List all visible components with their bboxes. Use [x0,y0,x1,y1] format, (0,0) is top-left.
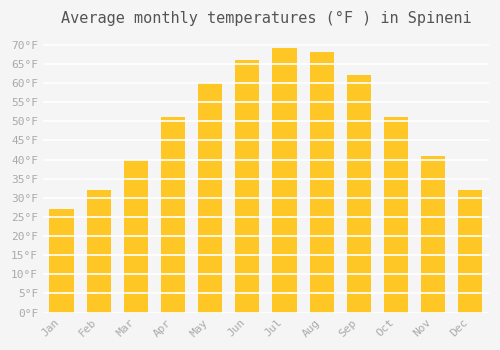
Title: Average monthly temperatures (°F ) in Spineni: Average monthly temperatures (°F ) in Sp… [60,11,471,26]
Bar [458,190,482,313]
Bar [421,156,445,313]
Bar [50,209,74,313]
Bar [161,117,185,313]
Bar [124,160,148,313]
Bar [236,60,260,313]
Bar [272,49,296,313]
Bar [384,117,408,313]
Bar [86,190,111,313]
Bar [198,83,222,313]
Bar [347,75,371,313]
Bar [310,52,334,313]
